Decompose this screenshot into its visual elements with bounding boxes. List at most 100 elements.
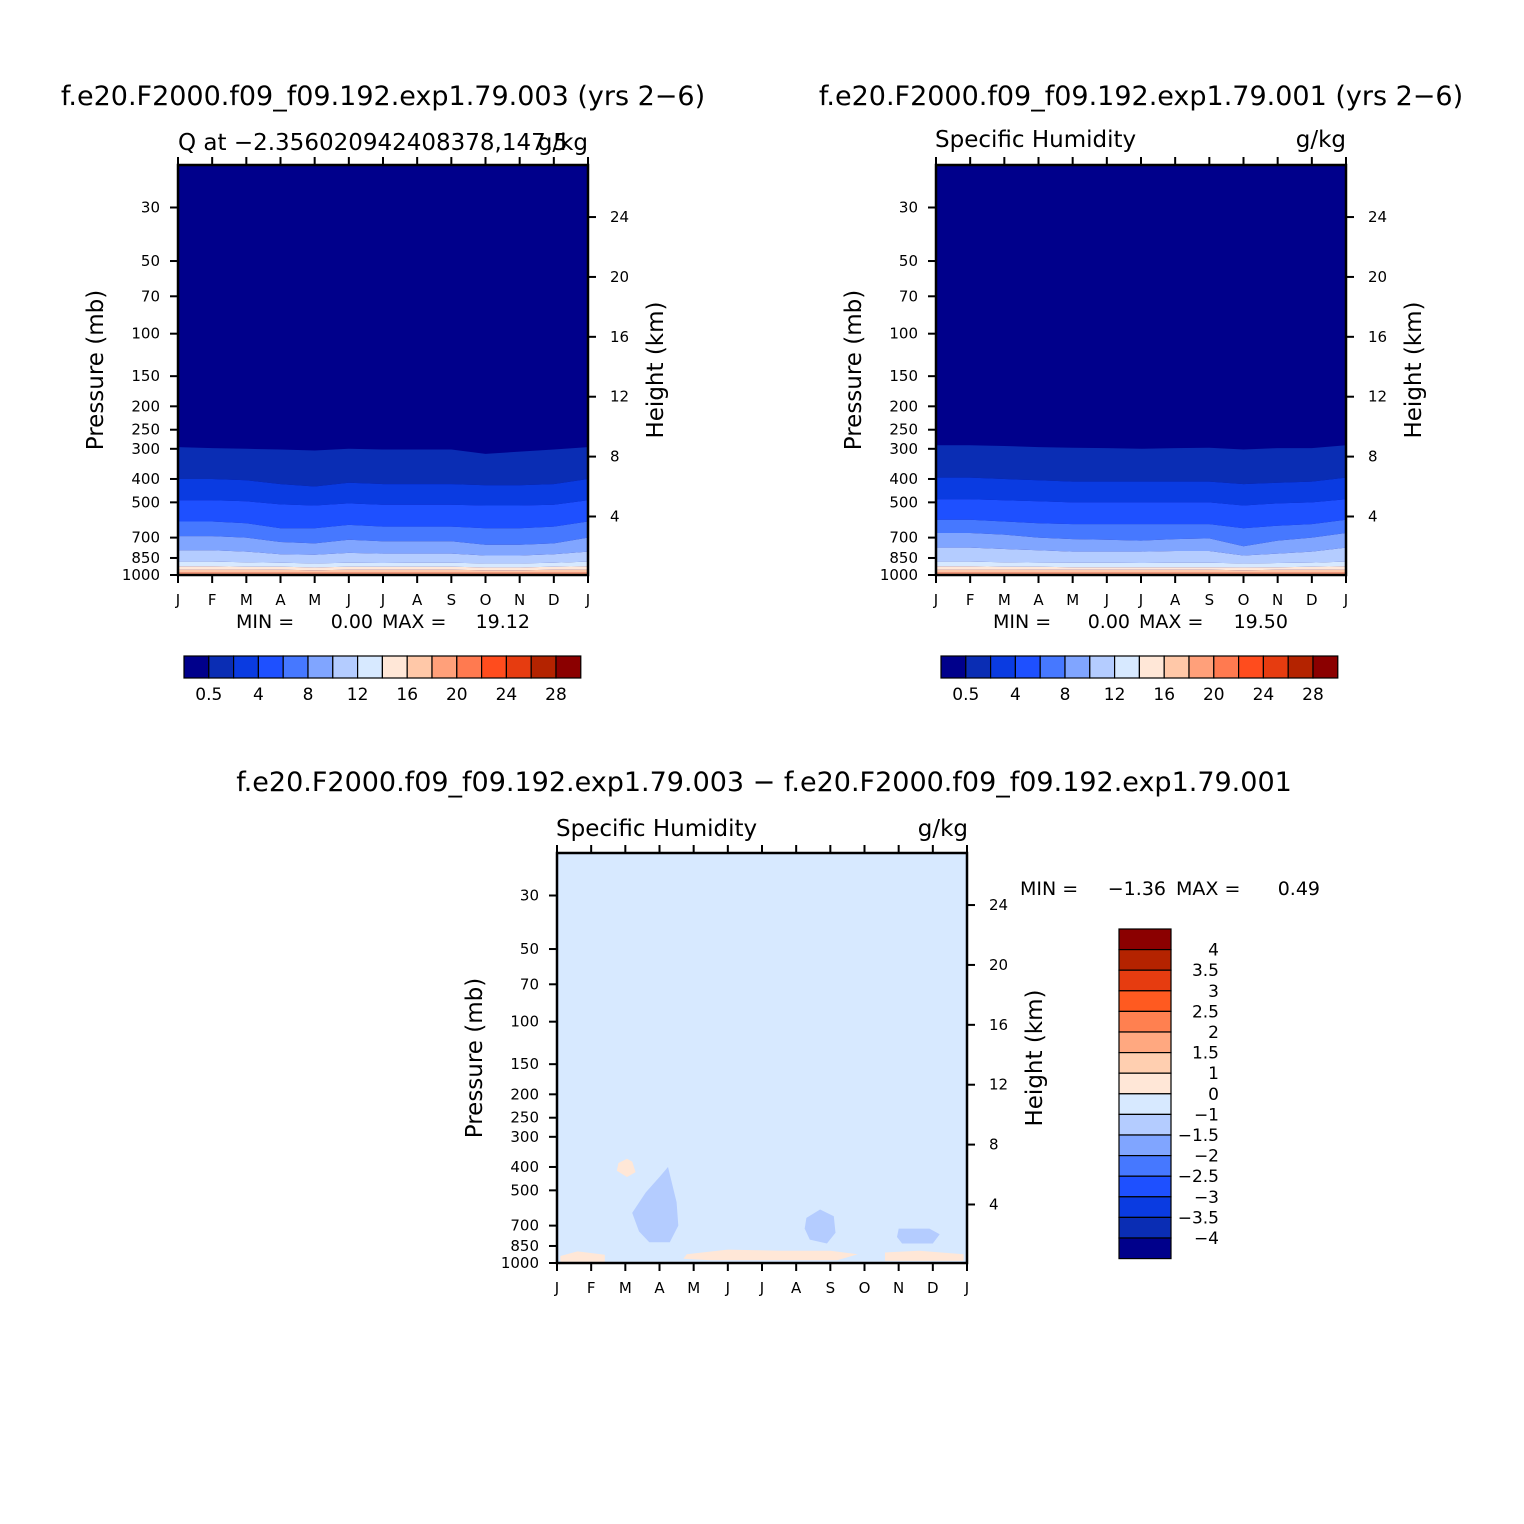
panel-1-min-text: MIN = (236, 611, 294, 633)
colorbar-label: −2.5 (1178, 1167, 1219, 1187)
contour-band (178, 550, 588, 564)
colorbar-box (183, 655, 210, 679)
colorbar-box (332, 655, 359, 679)
plot-frame (934, 163, 1348, 577)
contour-band (178, 447, 588, 487)
pressure-tick-label: 500 (510, 1181, 539, 1199)
colorbar-label: 0 (1208, 1085, 1219, 1105)
colorbar-box (1118, 990, 1172, 1012)
colorbar-label: 1.5 (1192, 1044, 1219, 1064)
panel-2-colorbar: 0.5 4 8 12 16 20 24 28 (940, 655, 1339, 705)
colorbar-box (431, 655, 458, 679)
colorbar-label: 24 (1253, 685, 1275, 705)
colorbar-label: 20 (1203, 685, 1225, 705)
height-tick-label: 16 (1368, 328, 1387, 346)
pressure-tick-label: 850 (510, 1237, 539, 1255)
panel-1-max-value: 19.12 (476, 611, 530, 633)
diff-region (632, 1167, 679, 1243)
colorbar-label: 1 (1208, 1064, 1219, 1084)
pressure-tick-label: 250 (889, 421, 918, 439)
panel-2: f.e20.F2000.f09_f09.192.exp1.79.001 (yrs… (819, 81, 1463, 705)
colorbar-label: −3 (1194, 1188, 1219, 1208)
height-tick-label: 24 (1368, 208, 1387, 226)
y-axis-label-pressure: Pressure (mb) (83, 290, 109, 450)
height-tick-label: 20 (989, 956, 1008, 974)
pressure-tick-label: 30 (899, 198, 918, 216)
colorbar-box (1118, 969, 1172, 992)
x-tick-label: M (619, 1279, 632, 1297)
colorbar-box (1118, 1072, 1172, 1095)
panel-2-subtitle-left: Specific Humidity (935, 127, 1136, 153)
pressure-tick-label: 300 (889, 440, 918, 458)
height-tick-label: 12 (1368, 388, 1387, 406)
panel-1-min-value: 0.00 (331, 611, 373, 633)
colorbar-box (257, 655, 284, 679)
contour-band (178, 521, 588, 545)
colorbar-box (1118, 1051, 1172, 1074)
colorbar-box (381, 655, 408, 679)
diff-region (560, 1251, 605, 1262)
colorbar-box (208, 655, 235, 679)
panel-2-max-value: 19.50 (1234, 611, 1288, 633)
x-tick-label: O (859, 1279, 871, 1297)
y-axis-label-height: Height (km) (1022, 989, 1048, 1126)
panel-3: f.e20.F2000.f09_f09.192.exp1.79.003 − f.… (236, 767, 1320, 1297)
pressure-tick-label: 150 (510, 1055, 539, 1073)
colorbar-box (1118, 948, 1172, 971)
panel-3-max-text: MAX = (1176, 878, 1240, 900)
panel-3-colorbar: 43.532.521.510−1−1.5−2−2.5−3−3.5−4 (1118, 928, 1219, 1260)
contour-band (178, 536, 588, 556)
x-tick-label: F (208, 591, 217, 609)
colorbar-box (1188, 655, 1215, 679)
x-tick-label: S (826, 1279, 836, 1297)
colorbar-label: −1.5 (1178, 1126, 1219, 1146)
y-axis-label-pressure: Pressure (mb) (841, 290, 867, 450)
colorbar-box (1118, 1154, 1172, 1177)
panel-1: f.e20.F2000.f09_f09.192.exp1.79.003 (yrs… (61, 81, 705, 705)
colorbar-box (1039, 655, 1066, 679)
diff-region (616, 1158, 636, 1177)
x-tick-label: J (933, 591, 938, 609)
colorbar-box (530, 655, 557, 679)
x-tick-label: J (725, 1279, 730, 1297)
colorbar-label: −2 (1194, 1147, 1219, 1167)
height-tick-label: 8 (1368, 448, 1378, 466)
x-tick-label: M (1066, 591, 1079, 609)
panel-3-min-text: MIN = (1020, 878, 1078, 900)
colorbar-box (1118, 1196, 1172, 1219)
colorbar-label: 16 (1153, 685, 1175, 705)
contour-band (936, 519, 1346, 547)
colorbar-box (1113, 655, 1140, 679)
y-axis-label-pressure: Pressure (mb) (462, 978, 488, 1138)
colorbar-label: 4 (1010, 685, 1021, 705)
pressure-tick-label: 200 (510, 1085, 539, 1103)
contour-band (178, 569, 588, 573)
pressure-tick-label: 100 (889, 325, 918, 343)
pressure-tick-label: 700 (510, 1217, 539, 1235)
height-tick-label: 16 (989, 1016, 1008, 1034)
x-tick-label: A (1033, 591, 1044, 609)
colorbar-box (1014, 655, 1041, 679)
colorbar-label: 28 (545, 685, 567, 705)
x-tick-label: J (759, 1279, 764, 1297)
y-axis-label-height: Height (km) (1401, 301, 1427, 438)
colorbar-box (282, 655, 309, 679)
colorbar-label: 28 (1302, 685, 1324, 705)
colorbar-box (1118, 1134, 1172, 1157)
x-tick-label: O (1238, 591, 1250, 609)
colorbar-box (481, 655, 508, 679)
panel-1-title: f.e20.F2000.f09_f09.192.exp1.79.003 (yrs… (61, 81, 705, 112)
height-tick-label: 4 (610, 507, 620, 525)
colorbar-label: 0.5 (952, 685, 979, 705)
x-tick-label: J (1343, 591, 1348, 609)
colorbar-label: 20 (446, 685, 468, 705)
x-tick-label: N (1272, 591, 1283, 609)
colorbar-label: 12 (1104, 685, 1126, 705)
pressure-tick-label: 1000 (122, 566, 160, 584)
height-tick-label: 4 (1368, 507, 1378, 525)
colorbar-box (1064, 655, 1091, 679)
contour-band (936, 566, 1346, 571)
pressure-tick-label: 400 (510, 1158, 539, 1176)
contour-band (936, 561, 1346, 568)
